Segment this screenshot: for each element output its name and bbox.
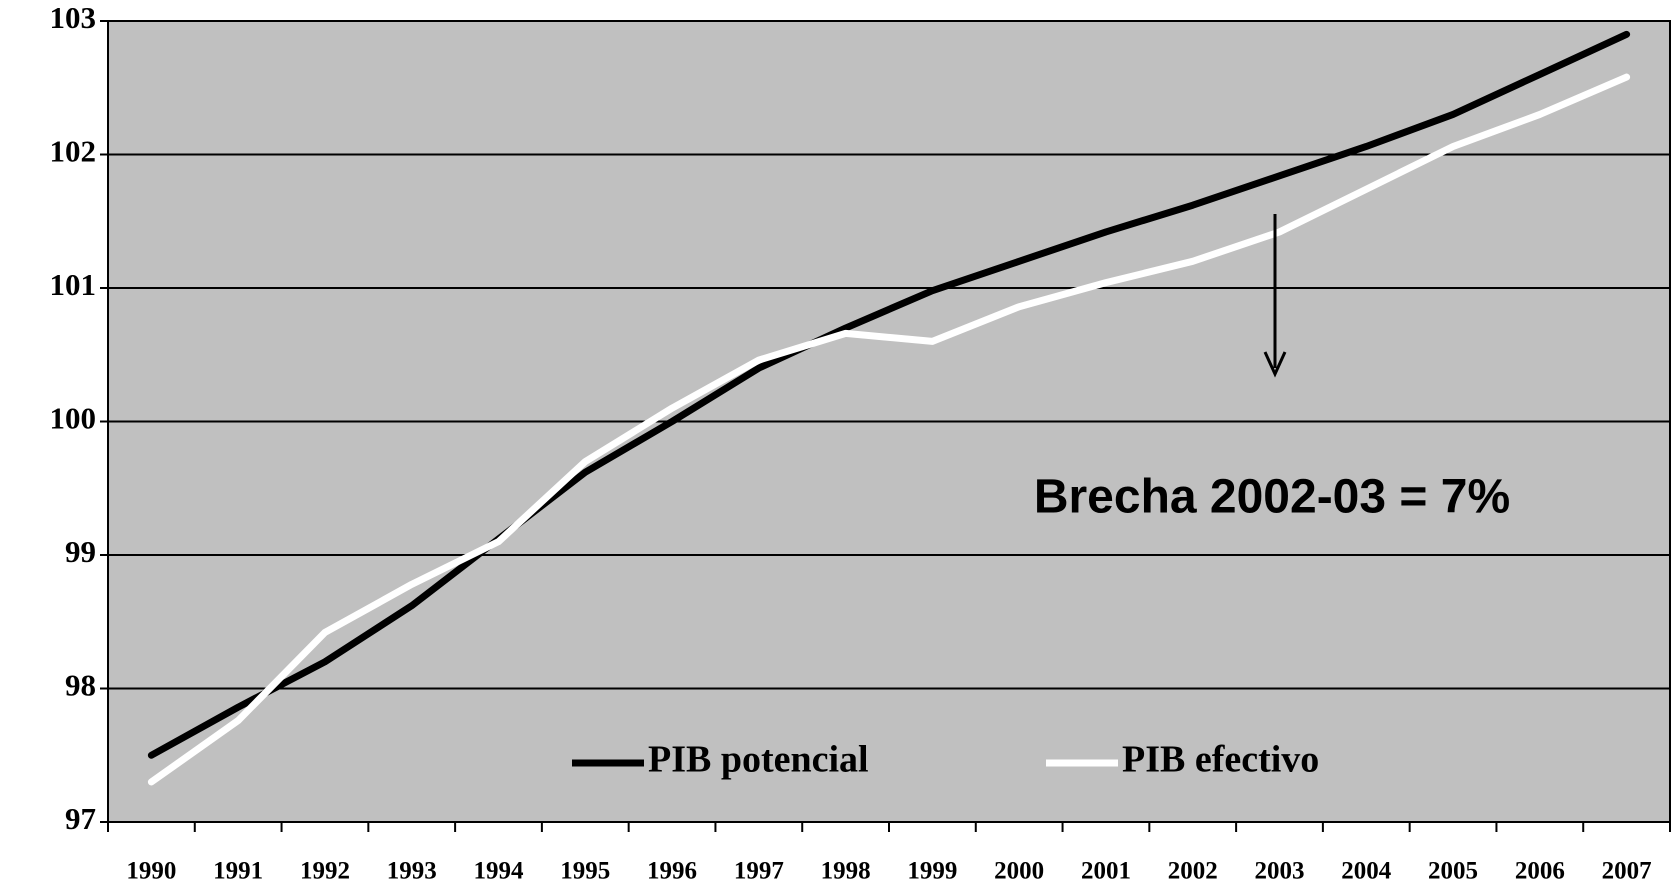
x-tick-label: 2002: [1168, 858, 1218, 885]
x-tick-label: 2005: [1428, 858, 1478, 885]
y-tick-label: 101: [50, 267, 97, 302]
x-tick-label: 1991: [213, 858, 263, 885]
series-line: [147, 30, 1631, 759]
y-tick-label: 100: [50, 401, 97, 436]
series-line: [147, 73, 1631, 786]
x-tick-label: 1992: [300, 858, 350, 885]
y-tick-label: 103: [50, 0, 97, 35]
x-tick-label: 1990: [126, 858, 176, 885]
x-tick-label: 2007: [1602, 858, 1652, 885]
x-tick-label: 2000: [994, 858, 1044, 885]
x-tick-label: 2003: [1255, 858, 1305, 885]
x-tick-label: 1999: [907, 858, 957, 885]
annotation: Brecha 2002-03 = 7%: [1034, 471, 1510, 524]
x-tick-label: 1995: [560, 858, 610, 885]
y-tick-label: 97: [65, 801, 96, 836]
y-tick-label: 102: [50, 134, 97, 169]
legend-label: PIB potencial: [648, 739, 869, 781]
x-tick-label: 1998: [821, 858, 871, 885]
x-tick-label: 2001: [1081, 858, 1131, 885]
arrow-head: [1263, 351, 1287, 378]
y-tick-label: 98: [65, 668, 96, 703]
x-tick-label: 1994: [474, 858, 525, 885]
legend-label: PIB efectivo: [1122, 739, 1319, 781]
x-tick-label: 1993: [387, 858, 437, 885]
x-tick-label: 1997: [734, 858, 784, 885]
x-tick-label: 2006: [1515, 858, 1565, 885]
y-tick-label: 99: [65, 534, 96, 569]
x-tick-label: 1996: [647, 858, 697, 885]
x-tick-label: 2004: [1341, 858, 1392, 885]
